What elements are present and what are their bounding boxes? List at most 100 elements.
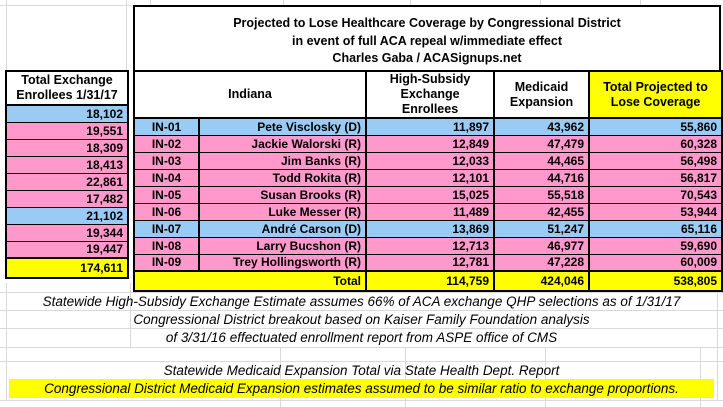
grand-total: 538,805 [588,270,723,292]
table-row: IN-07 André Carson (D) 13,869 51,247 65,… [133,219,723,238]
total-cell: 60,009 [588,253,723,272]
representative-cell: Larry Bucshon (R) [197,236,368,255]
high-subsidy-cell: 12,781 [365,253,496,272]
table-row: 19,551 [5,121,129,140]
note-aspe-report: of 3/31/16 effectuated enrollment report… [165,330,558,345]
medicaid-cell: 55,518 [493,185,591,204]
table-title-box: Projected to Lose Healthcare Coverage by… [133,5,721,70]
gridline [0,347,723,348]
total-cell: 56,498 [588,151,723,170]
total-cell: 60,328 [588,134,723,153]
total-cell: 53,944 [588,202,723,221]
gridline [6,283,7,400]
gridline [410,0,411,5]
exchange-enrollees-value: 18,413 [5,155,129,174]
representative-cell: Luke Messer (R) [197,202,368,221]
gridline [126,0,127,70]
gridline [717,283,718,400]
gridline [283,0,284,5]
high-subsidy-cell: 12,849 [365,134,496,153]
medicaid-cell: 44,465 [493,151,591,170]
medicaid-total: 424,046 [493,270,591,292]
representative-cell: Todd Rokita (R) [197,168,368,187]
table-row: IN-05 Susan Brooks (R) 15,025 55,518 70,… [133,185,723,204]
medicaid-cell: 46,977 [493,236,591,255]
exchange-enrollees-value: 17,482 [5,189,129,208]
state-header: Indiana [132,70,368,119]
representative-cell: Jim Banks (R) [197,151,368,170]
medicaid-cell: 44,716 [493,168,591,187]
high-subsidy-total: 114,759 [365,270,496,292]
gridline [0,361,723,362]
district-cell: IN-06 [133,202,200,221]
total-cell: 59,690 [588,236,723,255]
gridline [0,310,723,311]
table-row: 18,102 [5,104,129,123]
table-row: 19,344 [5,223,129,242]
high-subsidy-cell: 12,713 [365,236,496,255]
table-row: 21,102 [5,206,129,225]
district-table: Indiana High-Subsidy Exchange Enrollees … [132,70,723,292]
table-row: IN-08 Larry Bucshon (R) 12,713 46,977 59… [133,236,723,255]
table-row: IN-01 Pete Visclosky (D) 11,897 43,962 5… [133,117,723,136]
representative-cell: André Carson (D) [197,219,368,238]
exchange-enrollees-value: 22,861 [5,172,129,191]
table-row: 19,447 [5,240,129,259]
total-row: 174,611 [5,257,129,279]
table-row: IN-03 Jim Banks (R) 12,033 44,465 56,498 [133,151,723,170]
total-cell: 55,860 [588,117,723,136]
gridline [540,0,541,5]
gridline [6,0,7,70]
exchange-enrollees-value: 18,309 [5,138,129,157]
district-cell: IN-03 [133,151,200,170]
total-cell: 70,543 [588,185,723,204]
medicaid-cell: 51,247 [493,219,591,238]
table-row: IN-02 Jackie Walorski (R) 12,849 47,479 … [133,134,723,153]
note-exchange-estimate: Statewide High-Subsidy Exchange Estimate… [42,294,681,309]
table-row: 17,482 [5,189,129,208]
medicaid-cell: 43,962 [493,117,591,136]
table-row: 18,309 [5,138,129,157]
exchange-enrollees-value: 19,447 [5,240,129,259]
note-medicaid-ratio-highlight: Congressional District Medicaid Expansio… [9,379,714,398]
district-cell: IN-08 [133,236,200,255]
total-projected-header: Total Projected to Lose Coverage [588,70,723,119]
title-line-1: Projected to Lose Healthcare Coverage by… [233,16,621,30]
gridline [150,0,151,5]
high-subsidy-cell: 15,025 [365,185,496,204]
medicaid-cell: 47,228 [493,253,591,272]
total-row: Total 114,759 424,046 538,805 [132,270,723,292]
high-subsidy-cell: 12,101 [365,168,496,187]
table-row: 22,861 [5,172,129,191]
total-label: Total [132,270,368,292]
table-row: IN-06 Luke Messer (R) 11,489 42,455 53,9… [133,202,723,221]
district-cell: IN-09 [133,253,200,272]
medicaid-header: Medicaid Expansion [493,70,591,119]
title-line-3: Charles Gaba / ACASignups.net [332,51,522,65]
gridline [0,5,133,6]
representative-cell: Pete Visclosky (D) [197,117,368,136]
exchange-enrollees-value: 19,344 [5,223,129,242]
district-cell: IN-01 [133,117,200,136]
exchange-enrollees-column: Total Exchange Enrollees 1/31/17 18,102 … [5,70,129,279]
gridline [405,347,406,407]
table-row: IN-09 Trey Hollingsworth (R) 12,781 47,2… [133,253,723,272]
gridline [0,292,723,293]
district-cell: IN-04 [133,168,200,187]
gridline [545,347,546,407]
high-subsidy-cell: 13,869 [365,219,496,238]
exchange-enrollees-header: Total Exchange Enrollees 1/31/17 [5,70,129,106]
gridline [280,347,281,407]
representative-cell: Jackie Walorski (R) [197,134,368,153]
representative-cell: Susan Brooks (R) [197,185,368,204]
exchange-enrollees-total: 174,611 [5,257,129,279]
total-cell: 56,817 [588,168,723,187]
high-subsidy-cell: 12,033 [365,151,496,170]
gridline [130,283,131,347]
header-row: Indiana High-Subsidy Exchange Enrollees … [132,70,723,119]
title-line-2: in event of full ACA repeal w/immediate … [292,33,562,48]
district-cell: IN-07 [133,219,200,238]
total-cell: 65,116 [588,219,723,238]
table-row: 18,413 [5,155,129,174]
exchange-enrollees-value: 19,551 [5,121,129,140]
